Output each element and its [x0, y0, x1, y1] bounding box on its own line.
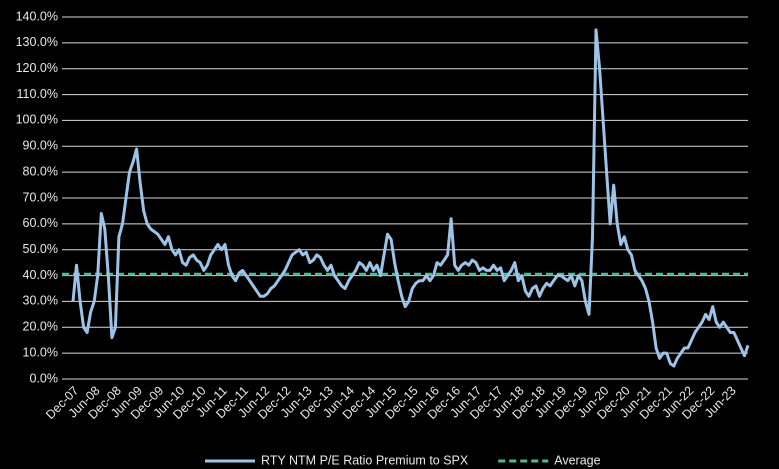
y-tick-label: 30.0%: [23, 294, 58, 308]
y-tick-label: 40.0%: [23, 268, 58, 282]
data-line: [71, 28, 750, 368]
y-tick-label: 110.0%: [17, 87, 58, 101]
y-tick-label: 60.0%: [23, 216, 58, 230]
y-tick-label: 100.0%: [16, 113, 58, 127]
y-tick-label: 70.0%: [23, 190, 58, 204]
legend-label: RTY NTM P/E Ratio Premium to SPX: [261, 453, 469, 467]
legend-label: Average: [554, 453, 600, 467]
y-tick-label: 120.0%: [16, 61, 58, 75]
y-tick-label: 130.0%: [16, 35, 58, 49]
y-tick-label: 80.0%: [23, 164, 58, 178]
y-tick-label: 90.0%: [23, 139, 58, 153]
y-tick-label: 10.0%: [23, 345, 58, 359]
y-tick-label: 140.0%: [16, 9, 58, 23]
y-tick-label: 0.0%: [30, 371, 59, 385]
y-tick-label: 20.0%: [23, 320, 58, 334]
y-tick-label: 50.0%: [23, 242, 58, 256]
